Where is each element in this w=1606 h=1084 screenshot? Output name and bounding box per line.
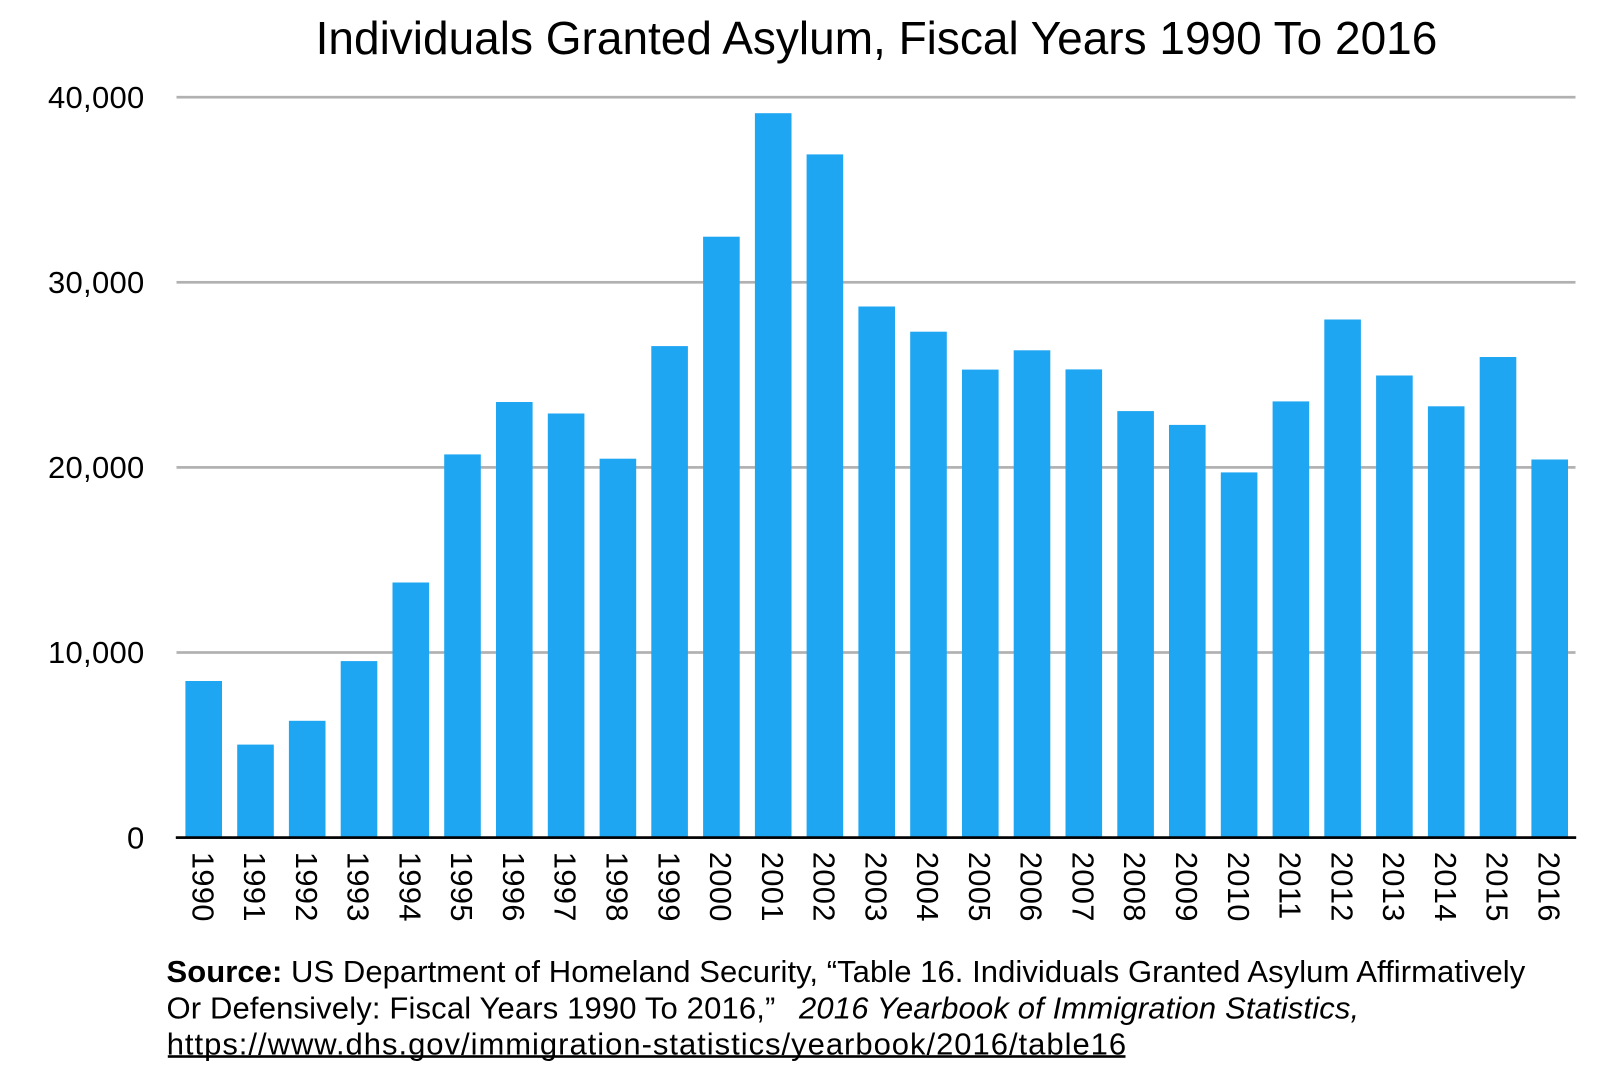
svg-text:2014: 2014 bbox=[1428, 852, 1463, 922]
svg-text:0: 0 bbox=[127, 820, 145, 855]
svg-text:1999: 1999 bbox=[651, 852, 686, 922]
svg-text:1994: 1994 bbox=[392, 852, 427, 922]
svg-text:1991: 1991 bbox=[237, 852, 272, 922]
svg-text:2010: 2010 bbox=[1221, 852, 1256, 922]
svg-text:30,000: 30,000 bbox=[48, 265, 145, 300]
svg-text:2000: 2000 bbox=[703, 852, 738, 922]
svg-text:1993: 1993 bbox=[341, 852, 376, 922]
svg-text:2006: 2006 bbox=[1014, 852, 1049, 922]
svg-text:2007: 2007 bbox=[1065, 852, 1100, 922]
svg-text:Individuals Granted Asylum, Fi: Individuals Granted Asylum, Fiscal Years… bbox=[316, 12, 1438, 64]
svg-text:2009: 2009 bbox=[1169, 852, 1204, 922]
svg-text:2001: 2001 bbox=[755, 852, 790, 922]
svg-text:10,000: 10,000 bbox=[48, 635, 145, 670]
svg-text:2015: 2015 bbox=[1480, 852, 1515, 922]
svg-text:2002: 2002 bbox=[807, 852, 842, 922]
svg-text:2004: 2004 bbox=[910, 852, 945, 922]
svg-text:2008: 2008 bbox=[1117, 852, 1152, 922]
svg-text:Source: US Department of Homel: Source: US Department of Homeland Securi… bbox=[167, 954, 1526, 989]
svg-text:20,000: 20,000 bbox=[48, 450, 145, 485]
svg-text:2016: 2016 bbox=[1531, 852, 1566, 922]
svg-text:1997: 1997 bbox=[548, 852, 583, 922]
svg-text:1992: 1992 bbox=[289, 852, 324, 922]
svg-text:1990: 1990 bbox=[185, 852, 220, 922]
svg-text:1998: 1998 bbox=[600, 852, 635, 922]
svg-text:2003: 2003 bbox=[858, 852, 893, 922]
svg-text:2013: 2013 bbox=[1376, 852, 1411, 922]
svg-text:2011: 2011 bbox=[1273, 852, 1308, 920]
svg-text:1995: 1995 bbox=[444, 852, 479, 922]
svg-text:2012: 2012 bbox=[1324, 852, 1359, 922]
svg-text:40,000: 40,000 bbox=[48, 80, 145, 115]
svg-text:1996: 1996 bbox=[496, 852, 531, 922]
svg-text:2005: 2005 bbox=[962, 852, 997, 922]
svg-text:Or Defensively: Fiscal Years 1: Or Defensively: Fiscal Years 1990 To 201… bbox=[167, 990, 1360, 1025]
